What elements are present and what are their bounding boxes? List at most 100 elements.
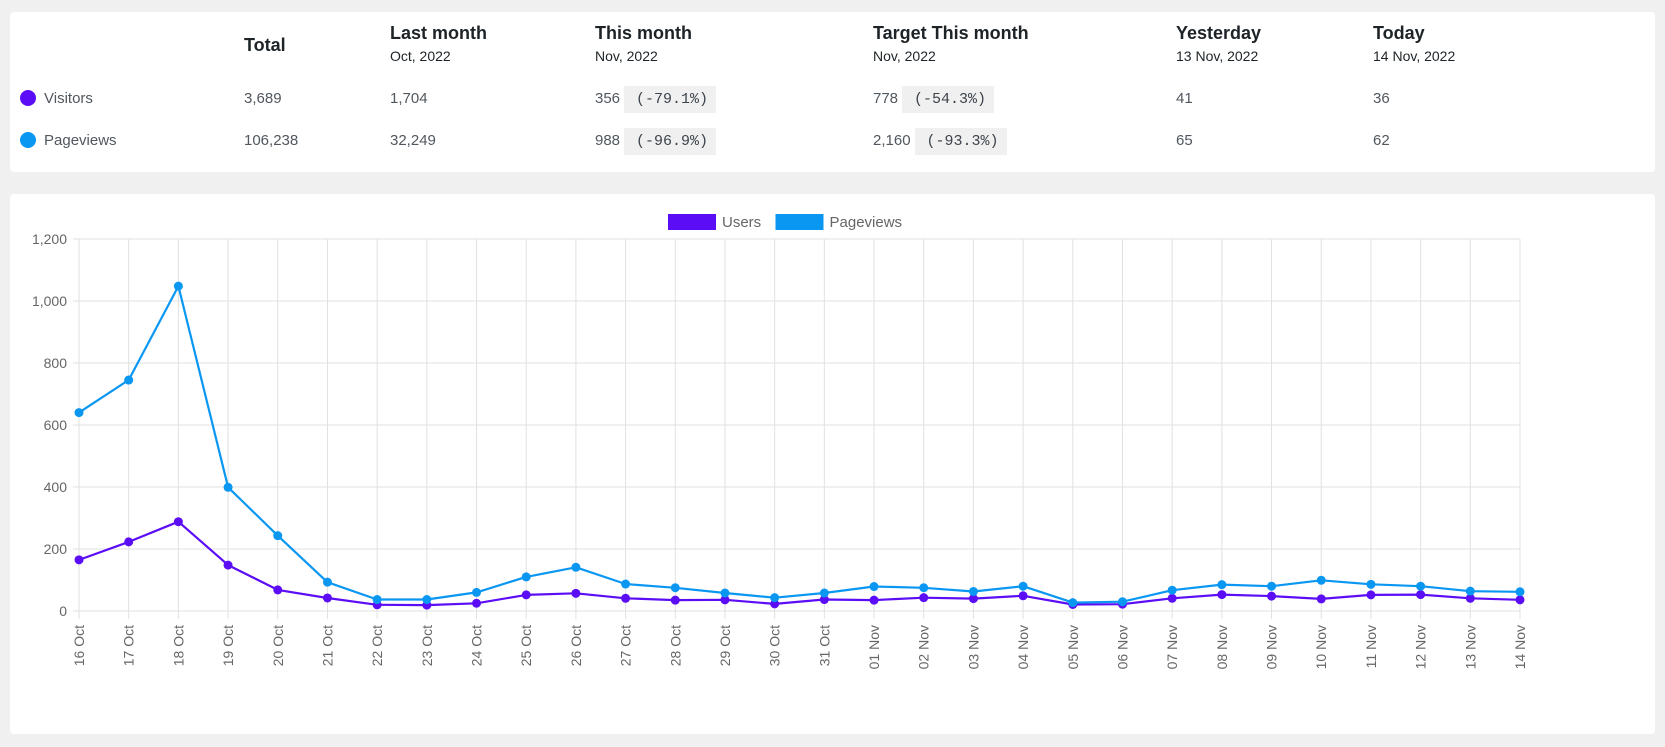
data-point-pageviews[interactable] bbox=[472, 587, 482, 597]
data-point-users[interactable] bbox=[1316, 594, 1326, 604]
pageviews-total: 106,238 bbox=[244, 132, 299, 149]
data-point-pageviews[interactable] bbox=[968, 586, 978, 596]
data-point-users[interactable] bbox=[521, 590, 531, 600]
data-point-pageviews[interactable] bbox=[1316, 575, 1326, 585]
data-point-pageviews[interactable] bbox=[521, 572, 531, 582]
data-point-pageviews[interactable] bbox=[1416, 581, 1426, 591]
data-point-users[interactable] bbox=[1416, 590, 1426, 600]
data-point-pageviews[interactable] bbox=[74, 408, 84, 418]
x-tick-label: 19 Oct bbox=[220, 625, 236, 666]
data-point-pageviews[interactable] bbox=[1267, 581, 1277, 591]
x-tick-label: 22 Oct bbox=[369, 625, 385, 666]
data-point-users[interactable] bbox=[1217, 590, 1227, 600]
y-tick-label: 600 bbox=[44, 417, 68, 433]
data-point-pageviews[interactable] bbox=[770, 593, 780, 603]
data-point-users[interactable] bbox=[1167, 593, 1177, 603]
data-point-pageviews[interactable] bbox=[819, 588, 829, 598]
data-point-pageviews[interactable] bbox=[273, 531, 283, 541]
y-tick-label: 800 bbox=[44, 355, 68, 371]
legend-swatch-users[interactable] bbox=[668, 214, 716, 230]
data-point-pageviews[interactable] bbox=[720, 588, 730, 598]
data-point-pageviews[interactable] bbox=[919, 583, 929, 593]
x-tick-label: 16 Oct bbox=[71, 625, 87, 666]
visitors-target: 778 (-54.3%) bbox=[873, 85, 995, 113]
x-tick-label: 11 Nov bbox=[1363, 625, 1379, 668]
pageviews-this-month: 988 (-96.9%) bbox=[595, 127, 717, 155]
x-tick-label: 29 Oct bbox=[717, 625, 733, 666]
x-tick-label: 18 Oct bbox=[170, 625, 186, 666]
data-point-users[interactable] bbox=[74, 555, 84, 565]
row-label-visitors: Visitors bbox=[20, 89, 93, 109]
data-point-users[interactable] bbox=[322, 593, 332, 603]
data-point-pageviews[interactable] bbox=[223, 482, 233, 492]
y-tick-label: 400 bbox=[44, 479, 68, 495]
chart-panel: 0 200 400 600 800 1,000 1,200 16 Oct 17 Oct 18 Oc… bbox=[10, 194, 1655, 734]
legend-swatch-pageviews[interactable] bbox=[775, 214, 824, 230]
data-point-pageviews[interactable] bbox=[869, 582, 879, 592]
data-point-pageviews[interactable] bbox=[1217, 580, 1227, 590]
data-point-users[interactable] bbox=[819, 595, 829, 605]
visitors-target-pct: (-54.3%) bbox=[902, 86, 995, 113]
data-point-users[interactable] bbox=[1366, 590, 1376, 600]
data-point-users[interactable] bbox=[1267, 591, 1277, 601]
x-tick-label: 10 Nov bbox=[1313, 625, 1329, 669]
x-tick-label: 07 Nov bbox=[1164, 625, 1180, 669]
data-point-users[interactable] bbox=[919, 593, 929, 603]
data-point-pageviews[interactable] bbox=[670, 583, 680, 593]
data-point-users[interactable] bbox=[968, 594, 978, 604]
pageviews-last-month: 32,249 bbox=[390, 132, 436, 149]
x-tick-label: 21 Oct bbox=[319, 625, 335, 666]
data-point-users[interactable] bbox=[124, 537, 134, 547]
visitors-last-month: 1,704 bbox=[390, 90, 428, 107]
col-header-total: Total bbox=[244, 35, 286, 55]
col-header-today: Today 14 Nov, 2022 bbox=[1373, 23, 1456, 64]
x-tick-label: 14 Nov bbox=[1512, 625, 1528, 669]
data-point-users[interactable] bbox=[223, 560, 233, 570]
legend-label-pageviews[interactable]: Pageviews bbox=[830, 214, 903, 231]
data-point-users[interactable] bbox=[1018, 591, 1028, 601]
data-point-pageviews[interactable] bbox=[422, 595, 432, 605]
data-point-pageviews[interactable] bbox=[1167, 585, 1177, 595]
visitors-today: 36 bbox=[1373, 90, 1390, 107]
data-point-users[interactable] bbox=[720, 595, 730, 605]
x-tick-label: 17 Oct bbox=[121, 625, 137, 666]
data-point-users[interactable] bbox=[670, 595, 680, 605]
data-point-users[interactable] bbox=[571, 588, 581, 598]
pageviews-today: 62 bbox=[1373, 132, 1390, 149]
data-point-users[interactable] bbox=[621, 593, 631, 603]
data-point-users[interactable] bbox=[869, 595, 879, 605]
col-header-target: Target This month Nov, 2022 bbox=[873, 23, 1029, 64]
data-point-users[interactable] bbox=[472, 598, 482, 608]
pageviews-this-month-pct: (-96.9%) bbox=[624, 128, 717, 155]
data-point-pageviews[interactable] bbox=[1515, 587, 1525, 597]
data-point-pageviews[interactable] bbox=[1465, 586, 1475, 596]
data-point-users[interactable] bbox=[173, 517, 183, 527]
x-tick-label: 01 Nov bbox=[866, 625, 882, 669]
pageviews-yesterday: 65 bbox=[1176, 132, 1193, 149]
data-point-users[interactable] bbox=[273, 585, 283, 595]
pageviews-target: 2,160 (-93.3%) bbox=[873, 127, 1007, 155]
data-point-pageviews[interactable] bbox=[322, 577, 332, 587]
data-point-users[interactable] bbox=[1515, 595, 1525, 605]
data-point-users[interactable] bbox=[1465, 593, 1475, 603]
legend-label-users[interactable]: Users bbox=[722, 214, 761, 231]
data-point-pageviews[interactable] bbox=[372, 595, 382, 605]
x-tick-label: 31 Oct bbox=[816, 625, 832, 666]
x-tick-label: 24 Oct bbox=[469, 625, 485, 666]
data-point-pageviews[interactable] bbox=[173, 281, 183, 291]
data-point-pageviews[interactable] bbox=[124, 375, 134, 385]
data-point-pageviews[interactable] bbox=[1018, 581, 1028, 591]
x-tick-label: 06 Nov bbox=[1114, 625, 1130, 669]
data-point-pageviews[interactable] bbox=[1117, 597, 1127, 607]
x-tick-label: 25 Oct bbox=[518, 625, 534, 666]
data-point-pageviews[interactable] bbox=[571, 562, 581, 572]
data-point-pageviews[interactable] bbox=[621, 579, 631, 589]
x-tick-label: 26 Oct bbox=[568, 625, 584, 666]
x-tick-label: 05 Nov bbox=[1065, 625, 1081, 669]
data-point-pageviews[interactable] bbox=[1068, 598, 1078, 608]
y-tick-label: 200 bbox=[44, 541, 68, 557]
data-point-users[interactable] bbox=[770, 599, 780, 609]
x-tick-label: 20 Oct bbox=[270, 625, 286, 666]
data-point-pageviews[interactable] bbox=[1366, 579, 1376, 589]
line-chart: 0 200 400 600 800 1,000 1,200 16 Oct 17 Oct 18 Oc… bbox=[32, 214, 1528, 669]
